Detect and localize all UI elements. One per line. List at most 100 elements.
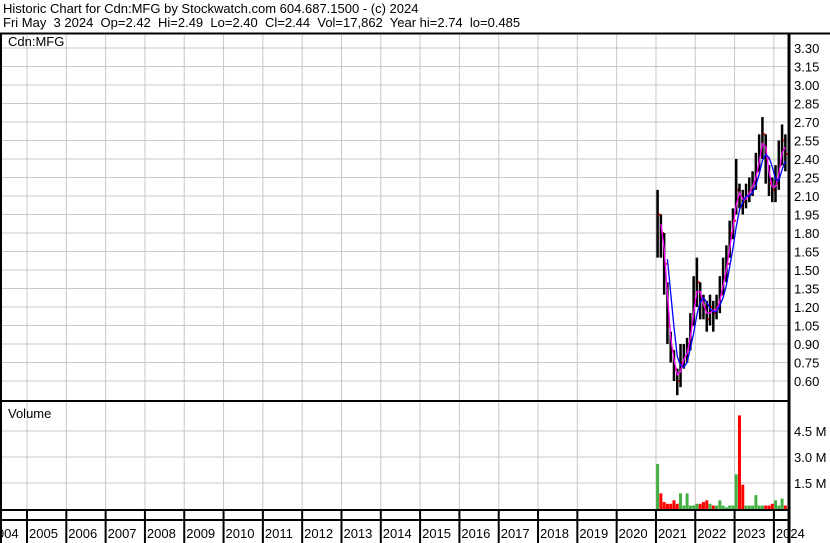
volume-bar [744, 505, 748, 509]
long-moving-average [666, 153, 786, 368]
price-tick-label: 2.10 [794, 189, 819, 204]
year-label: 2010 [226, 526, 255, 541]
price-tick-label: 2.55 [794, 134, 819, 149]
volume-bar [705, 500, 709, 509]
year-label: 2020 [619, 526, 648, 541]
close-mark [756, 170, 759, 173]
close-mark [704, 306, 707, 308]
year-label: 2021 [658, 526, 687, 541]
year-label: 2005 [29, 526, 58, 541]
price-tick-label: 0.75 [794, 356, 819, 371]
price-tick-label: 3.00 [794, 78, 819, 93]
year-label: 2013 [343, 526, 372, 541]
volume-bar [737, 415, 741, 509]
volume-bar [675, 503, 679, 509]
price-tick-label: 3.30 [794, 41, 819, 56]
volume-panel [656, 415, 787, 509]
volume-bar [777, 505, 781, 509]
volume-bar [783, 505, 787, 509]
close-mark [720, 293, 723, 296]
close-mark [697, 281, 700, 284]
volume-bar [741, 484, 745, 509]
volume-bar [760, 505, 764, 509]
short-moving-average [660, 142, 786, 377]
volume-bar [751, 505, 755, 509]
close-mark [727, 262, 730, 265]
price-tick-label: 2.40 [794, 152, 819, 167]
volume-bar [708, 503, 712, 509]
volume-label: Volume [8, 406, 51, 421]
close-mark [661, 232, 664, 234]
close-mark [665, 262, 668, 265]
volume-bar [718, 500, 722, 509]
close-mark [783, 139, 786, 142]
volume-bar [757, 505, 761, 509]
price-tick-label: 1.50 [794, 263, 819, 278]
price-tick-label: 1.05 [794, 319, 819, 334]
volume-bar [695, 503, 699, 509]
volume-bar [698, 503, 702, 509]
price-tick-label: 2.85 [794, 97, 819, 112]
year-label: 2018 [540, 526, 569, 541]
volume-bar [724, 507, 728, 509]
volume-bar [754, 495, 758, 509]
year-label: 2017 [501, 526, 530, 541]
price-tick-label: 1.80 [794, 226, 819, 241]
price-tick-label: 2.25 [794, 171, 819, 186]
symbol-label: Cdn:MFG [8, 34, 64, 49]
year-label: 2009 [186, 526, 215, 541]
volume-bar [770, 503, 774, 509]
volume-bar [774, 500, 778, 509]
volume-tick-label: 4.5 M [794, 424, 827, 439]
price-tick-label: 3.15 [794, 60, 819, 75]
volume-bar [721, 505, 725, 509]
year-label: 2008 [147, 526, 176, 541]
close-mark [737, 188, 740, 191]
price-tick-label: 1.20 [794, 300, 819, 315]
volume-bar [688, 505, 692, 509]
close-mark [707, 318, 710, 321]
volume-bar [728, 505, 732, 509]
close-mark [714, 312, 717, 315]
year-label: 2006 [68, 526, 97, 541]
price-panel [656, 117, 789, 396]
volume-bar [669, 503, 673, 509]
volume-bar [701, 502, 705, 509]
volume-bar [747, 505, 751, 509]
volume-bar [665, 503, 669, 509]
volume-bar [672, 500, 676, 509]
year-label: 2014 [383, 526, 412, 541]
volume-bar [662, 502, 666, 509]
volume-bar [715, 505, 719, 509]
close-mark [711, 306, 714, 308]
close-mark [688, 349, 691, 352]
volume-bar [659, 493, 663, 509]
year-label: 2015 [422, 526, 451, 541]
year-label: 2019 [579, 526, 608, 541]
close-mark [776, 182, 779, 185]
close-mark [763, 133, 766, 136]
year-label: 2004 [0, 526, 19, 541]
volume-bar [767, 505, 771, 509]
volume-bar [780, 498, 784, 509]
close-mark [733, 219, 736, 222]
volume-tick-label: 3.0 M [794, 450, 827, 465]
volume-bar [679, 493, 683, 509]
close-mark [678, 380, 681, 382]
year-label: 2011 [265, 526, 293, 541]
close-mark [743, 201, 746, 204]
volume-bar [685, 493, 689, 509]
year-label: 2007 [108, 526, 137, 541]
volume-bar [656, 463, 660, 509]
close-mark [658, 213, 661, 216]
volume-tick-label: 1.5 M [794, 476, 827, 491]
year-label: 2022 [697, 526, 726, 541]
quote-summary: Fri May 3 2024 Op=2.42 Hi=2.49 Lo=2.40 C… [3, 15, 521, 30]
price-tick-label: 2.70 [794, 115, 819, 130]
year-label: 2016 [461, 526, 490, 541]
close-mark [786, 153, 789, 156]
volume-bar [734, 474, 738, 509]
volume-bar [692, 505, 696, 509]
year-label: 2012 [304, 526, 333, 541]
